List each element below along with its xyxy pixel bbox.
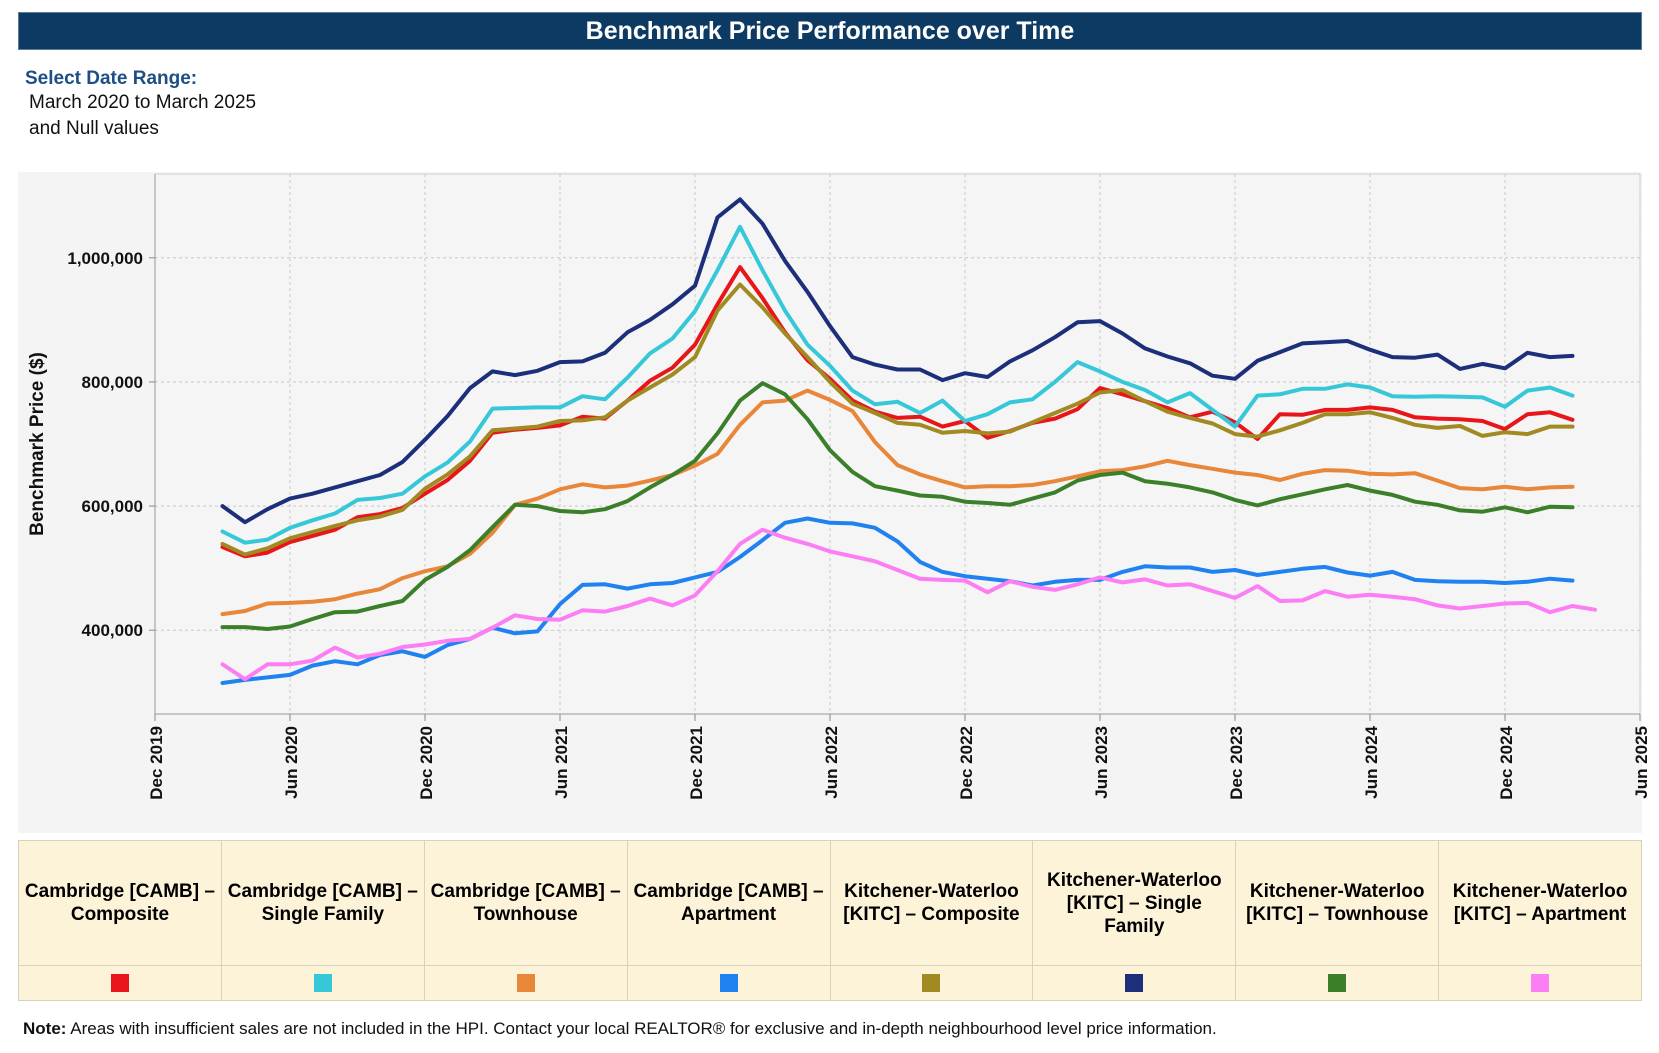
legend-swatch-cell bbox=[627, 965, 830, 1000]
legend-swatch-cell bbox=[19, 965, 221, 1000]
x-axis-ticks: Dec 2019 Jun 2020 Dec 2020 Jun 2021 Dec 2021… bbox=[147, 714, 1651, 800]
legend-item-label: Kitchener-Waterloo [KITC] – Composite bbox=[843, 881, 1020, 925]
legend-color-swatch bbox=[516, 974, 535, 992]
legend-swatch-cell bbox=[424, 965, 627, 1000]
legend-item[interactable]: Kitchener-Waterloo [KITC] – Composite bbox=[830, 841, 1034, 1000]
legend-item-label: Cambridge [CAMB] – Composite bbox=[24, 881, 215, 925]
x-tick-label: Dec 2021 bbox=[687, 726, 706, 800]
legend: Cambridge [CAMB] – Composite Cambridge [C… bbox=[18, 840, 1642, 1001]
y-axis-ticks: 400,000 600,000 800,000 1,000,000 bbox=[67, 249, 155, 640]
legend-color-swatch bbox=[1531, 974, 1550, 992]
series-line[interactable] bbox=[220, 197, 1575, 525]
legend-item-label: Cambridge [CAMB] – Single Family bbox=[227, 881, 418, 925]
series-line[interactable] bbox=[220, 224, 1575, 545]
y-tick-label: 400,000 bbox=[82, 621, 143, 640]
date-range-value[interactable]: March 2020 to March 2025 bbox=[29, 92, 257, 113]
footnote: Note: Areas with insufficient sales are … bbox=[23, 1019, 1217, 1039]
date-range-null-option[interactable]: and Null values bbox=[29, 118, 159, 139]
legend-swatch-cell bbox=[221, 965, 424, 1000]
series-line[interactable] bbox=[220, 282, 1575, 557]
legend-item[interactable]: Cambridge [CAMB] – Apartment bbox=[627, 841, 831, 1000]
legend-color-swatch bbox=[110, 974, 129, 992]
legend-item-label: Kitchener-Waterloo [KITC] – Single Famil… bbox=[1047, 869, 1222, 937]
legend-swatch-cell bbox=[830, 965, 1033, 1000]
x-tick-label: Dec 2024 bbox=[1497, 725, 1516, 799]
legend-swatch-cell bbox=[1236, 965, 1439, 1000]
y-axis-label: Benchmark Price ($) bbox=[27, 352, 48, 536]
legend-color-swatch bbox=[1125, 974, 1144, 992]
x-tick-label: Dec 2023 bbox=[1227, 726, 1246, 800]
x-tick-label: Jun 2022 bbox=[822, 726, 841, 799]
legend-item-label: Kitchener-Waterloo [KITC] – Townhouse bbox=[1246, 881, 1429, 925]
series-lines bbox=[220, 197, 1597, 685]
chart-title: Benchmark Price Performance over Time bbox=[585, 16, 1075, 45]
series-line[interactable] bbox=[220, 381, 1575, 631]
legend-swatch-cell bbox=[1439, 965, 1641, 1000]
y-tick-label: 800,000 bbox=[82, 373, 143, 392]
series-line[interactable] bbox=[220, 265, 1575, 559]
legend-item-label: Kitchener-Waterloo [KITC] – Apartment bbox=[1452, 881, 1628, 925]
series-line[interactable] bbox=[220, 516, 1575, 685]
legend-item[interactable]: Kitchener-Waterloo [KITC] – Apartment bbox=[1439, 841, 1641, 1000]
legend-item[interactable]: Cambridge [CAMB] – Single Family bbox=[221, 841, 425, 1000]
legend-item[interactable]: Kitchener-Waterloo [KITC] – Single Famil… bbox=[1033, 841, 1237, 1000]
plot-area bbox=[154, 173, 1641, 715]
x-tick-label: Jun 2024 bbox=[1362, 725, 1381, 798]
legend-swatch-cell bbox=[1033, 965, 1236, 1000]
legend-color-swatch bbox=[719, 974, 738, 992]
legend-item[interactable]: Cambridge [CAMB] – Townhouse bbox=[424, 841, 628, 1000]
legend-item-label: Cambridge [CAMB] – Apartment bbox=[633, 881, 824, 925]
chart-title-bar: Benchmark Price Performance over Time bbox=[18, 12, 1642, 50]
legend-item-label: Cambridge [CAMB] – Townhouse bbox=[430, 881, 621, 925]
date-range-label: Select Date Range: bbox=[25, 68, 198, 89]
x-tick-label: Dec 2020 bbox=[417, 726, 436, 800]
x-tick-label: Jun 2025 bbox=[1632, 726, 1651, 799]
legend-color-swatch bbox=[313, 974, 332, 992]
footnote-label: Note: bbox=[23, 1019, 67, 1038]
y-tick-label: 1,000,000 bbox=[67, 249, 143, 268]
x-tick-label: Dec 2022 bbox=[957, 726, 976, 800]
x-tick-label: Dec 2019 bbox=[147, 726, 166, 800]
legend-item[interactable]: Cambridge [CAMB] – Composite bbox=[19, 841, 222, 1000]
x-tick-label: Jun 2020 bbox=[282, 726, 301, 799]
line-chart: 400,000 600,000 800,000 1,000,000 Dec 2019 J… bbox=[18, 172, 1651, 833]
x-tick-label: Jun 2021 bbox=[552, 726, 571, 799]
footnote-text: Areas with insufficient sales are not in… bbox=[70, 1019, 1217, 1038]
legend-color-swatch bbox=[922, 974, 941, 992]
series-line[interactable] bbox=[220, 527, 1597, 682]
x-tick-label: Jun 2023 bbox=[1092, 726, 1111, 799]
legend-color-swatch bbox=[1328, 974, 1347, 992]
y-tick-label: 600,000 bbox=[82, 497, 143, 516]
legend-item[interactable]: Kitchener-Waterloo [KITC] – Townhouse bbox=[1236, 841, 1440, 1000]
